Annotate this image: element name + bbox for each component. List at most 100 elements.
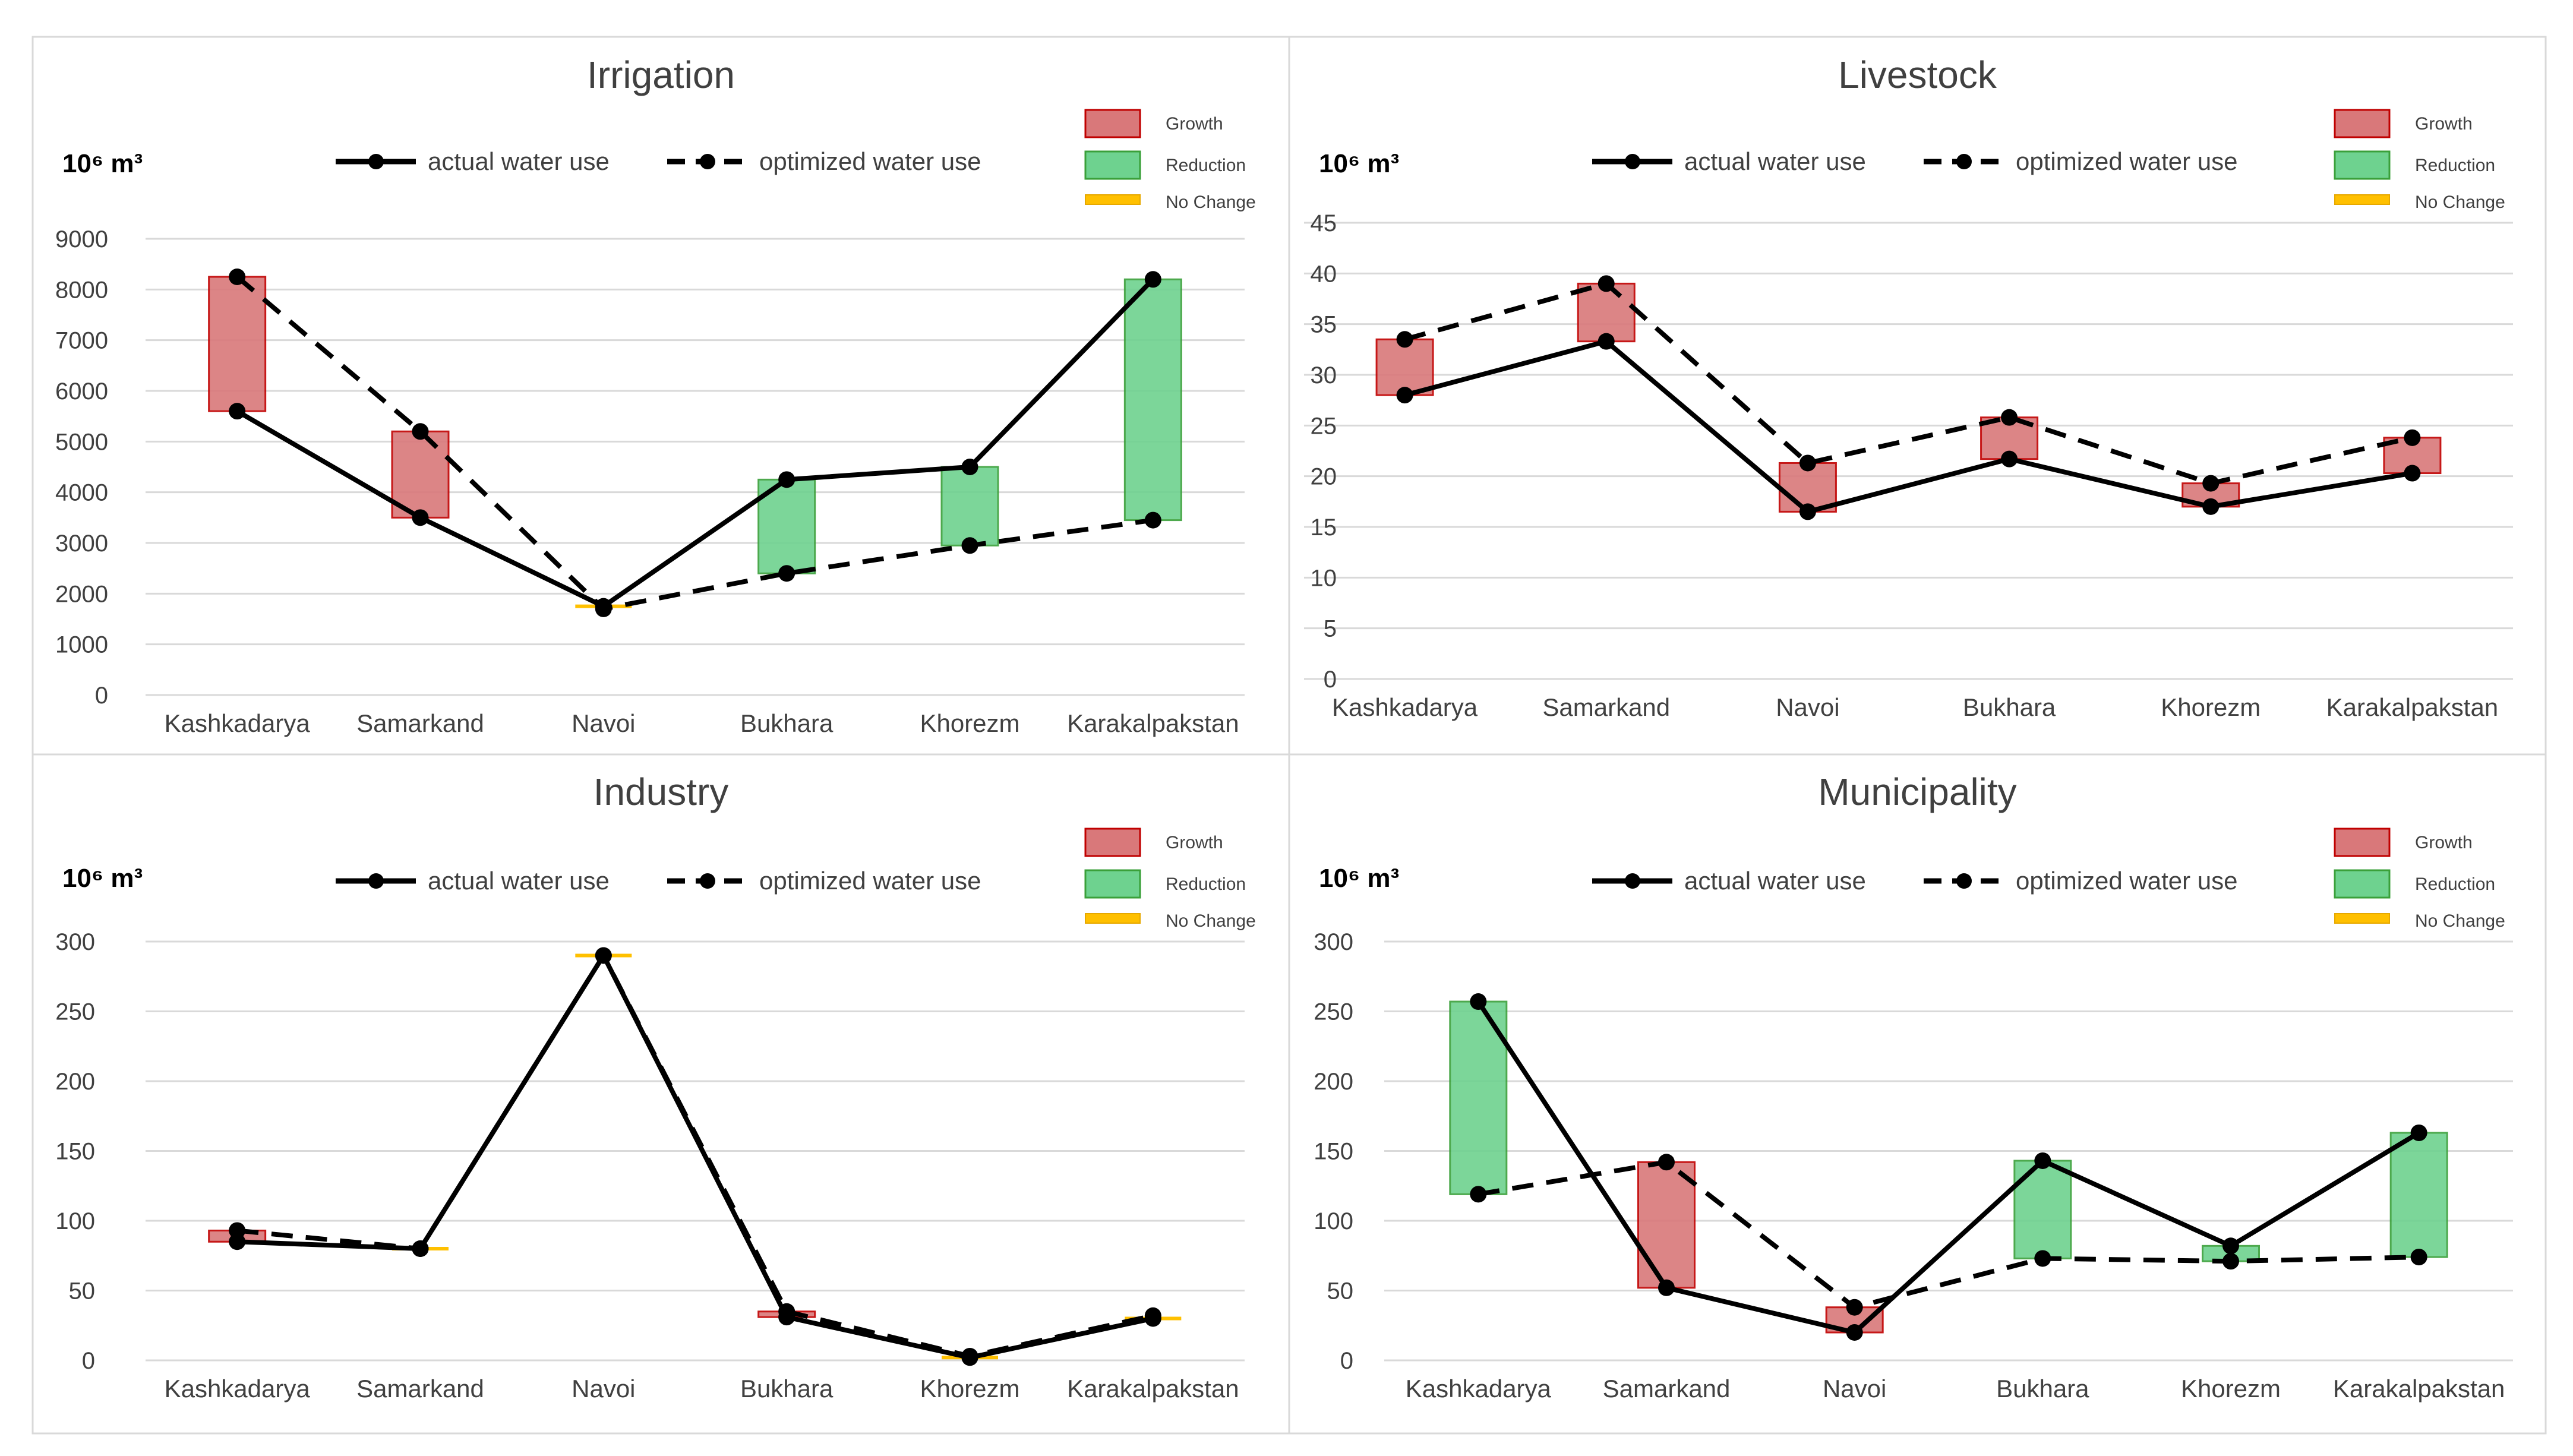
livestock-y-tick-label: 30 (1311, 362, 1337, 389)
industry-y-tick-label: 250 (55, 999, 95, 1025)
municipality-actual-point (2222, 1237, 2239, 1255)
industry-chart: Industry 10⁶ m³ 0 50 100 150 200 250 300 Kashkada… (55, 770, 1256, 1403)
livestock-y-tick-label: 5 (1324, 616, 1337, 642)
livestock-legend-reduction-label: Reduction (2415, 156, 2495, 175)
livestock-actual-line (1404, 339, 2413, 514)
industry-category-label: Bukhara (740, 1375, 834, 1403)
irrigation-actual-point (412, 509, 429, 526)
municipality-category-label: Karakalpakstan (2333, 1375, 2505, 1403)
irrigation-optimized-point (961, 537, 978, 554)
municipality-actual-point (2034, 1152, 2051, 1169)
municipality-y-tick-label: 50 (1327, 1278, 1354, 1305)
municipality-title: Municipality (1818, 770, 2016, 813)
livestock-legend-growth-label: Growth (2415, 114, 2473, 134)
irrigation-actual-line (236, 277, 1155, 609)
livestock-actual-point (1799, 503, 1816, 520)
irrigation-optimized-point (778, 565, 795, 582)
municipality-legend-optimized-label: optimized water use (2016, 867, 2238, 895)
industry-actual-point (412, 1240, 429, 1257)
livestock-legend-nochange-label: No Change (2415, 192, 2505, 212)
municipality-y-tick-label: 100 (1314, 1208, 1353, 1234)
livestock-growth-box (1375, 338, 1434, 396)
livestock-actual-point (2404, 465, 2421, 482)
industry-category-label: Khorezm (920, 1375, 1019, 1403)
municipality-unit-label: 10⁶ m³ (1319, 864, 1399, 893)
municipality-actual-point (1470, 993, 1487, 1010)
municipality-legend-reduction-swatch (2334, 869, 2391, 899)
municipality-y-tick-label: 200 (1314, 1069, 1353, 1095)
irrigation-category-label: Navoi (572, 709, 635, 737)
industry-title: Industry (593, 770, 729, 813)
livestock-category-label: Karakalpakstan (2326, 693, 2499, 721)
municipality-reduction-box (2013, 1160, 2072, 1259)
irrigation-category-label: Samarkand (356, 709, 484, 737)
irrigation-optimized-point (229, 269, 246, 285)
livestock-y-tick-label: 35 (1311, 312, 1337, 338)
irrigation-legend-actual-marker (368, 154, 384, 169)
livestock-legend-growth-swatch (2334, 109, 2391, 138)
municipality-optimized-line (1477, 1160, 2419, 1310)
industry-category-label: Samarkand (356, 1375, 484, 1403)
industry-y-tick-label: 50 (69, 1278, 96, 1305)
irrigation-legend-growth-label: Growth (1166, 114, 1223, 134)
municipality-legend: actual water use optimized water use Growt… (1592, 828, 2505, 931)
livestock-optimized-point (1396, 331, 1413, 348)
industry-legend: actual water use optimized water use Growt… (336, 828, 1256, 931)
livestock-legend-actual-label: actual water use (1684, 147, 1866, 175)
irrigation-y-tick-label: 4000 (55, 480, 108, 506)
livestock-actual-point (2001, 450, 2018, 468)
livestock-actual-point (1396, 387, 1413, 404)
municipality-category-label: Kashkadarya (1406, 1375, 1552, 1403)
livestock-y-tick-label: 20 (1311, 464, 1337, 490)
irrigation-unit-label: 10⁶ m³ (62, 149, 143, 178)
livestock-legend-actual-marker (1625, 154, 1640, 169)
industry-y-tick-label: 200 (55, 1069, 95, 1095)
municipality-legend-actual-marker (1625, 873, 1640, 889)
irrigation-y-tick-label: 3000 (55, 530, 108, 557)
livestock-y-tick-label: 25 (1311, 413, 1337, 439)
livestock-optimized-line (1404, 280, 2413, 486)
municipality-category-label: Samarkand (1603, 1375, 1731, 1403)
irrigation-reduction-box (1123, 278, 1182, 522)
municipality-actual-point (1658, 1279, 1675, 1296)
municipality-y-tick-label: 250 (1314, 999, 1353, 1025)
livestock-optimized-point (2404, 429, 2421, 446)
irrigation-y-tick-label: 7000 (55, 328, 108, 354)
industry-legend-optimized-label: optimized water use (759, 867, 981, 895)
industry-legend-growth-label: Growth (1166, 833, 1223, 852)
industry-unit-label: 10⁶ m³ (62, 864, 143, 893)
municipality-legend-growth-label: Growth (2415, 833, 2473, 852)
municipality-actual-line (1476, 1000, 2420, 1335)
municipality-y-tick-label: 150 (1314, 1139, 1353, 1165)
livestock-legend-nochange-swatch (2334, 194, 2390, 205)
municipality-reduction-box (2389, 1132, 2448, 1258)
livestock-optimized-point (1598, 275, 1615, 292)
industry-legend-nochange-swatch (1085, 913, 1141, 924)
irrigation-y-tick-label: 1000 (55, 632, 108, 658)
irrigation-category-label: Bukhara (740, 709, 834, 737)
municipality-category-label: Bukhara (1996, 1375, 2089, 1403)
municipality-legend-optimized-marker (1956, 873, 1972, 889)
irrigation-legend-actual-label: actual water use (428, 147, 610, 175)
industry-legend-actual-label: actual water use (428, 867, 610, 895)
industry-legend-reduction-label: Reduction (1166, 874, 1246, 894)
industry-optimized-line (236, 950, 1154, 1359)
livestock-growth-box (1577, 282, 1636, 343)
irrigation-y-tick-label: 2000 (55, 581, 108, 607)
livestock-optimized-point (2001, 409, 2018, 426)
municipality-legend-nochange-label: No Change (2415, 911, 2505, 931)
livestock-chart: Livestock 10⁶ m³ 0 5 10 15 20 25 30 35 40 45 Kashkad… (1304, 53, 2513, 721)
livestock-y-tick-label: 15 (1311, 514, 1337, 541)
irrigation-legend-nochange-swatch (1085, 194, 1141, 205)
industry-actual-line (237, 950, 1154, 1360)
irrigation-y-tick-label: 9000 (55, 226, 108, 252)
irrigation-y-tick-label: 8000 (55, 277, 108, 303)
municipality-y-tick-label: 0 (1340, 1348, 1353, 1374)
industry-actual-point (778, 1309, 795, 1326)
municipality-legend-nochange-swatch (2334, 913, 2390, 924)
municipality-category-label: Khorezm (2181, 1375, 2281, 1403)
irrigation-optimized-point (412, 423, 429, 440)
livestock-category-label: Kashkadarya (1332, 693, 1478, 721)
livestock-y-tick-label: 40 (1311, 261, 1337, 287)
irrigation-actual-point (778, 471, 795, 488)
